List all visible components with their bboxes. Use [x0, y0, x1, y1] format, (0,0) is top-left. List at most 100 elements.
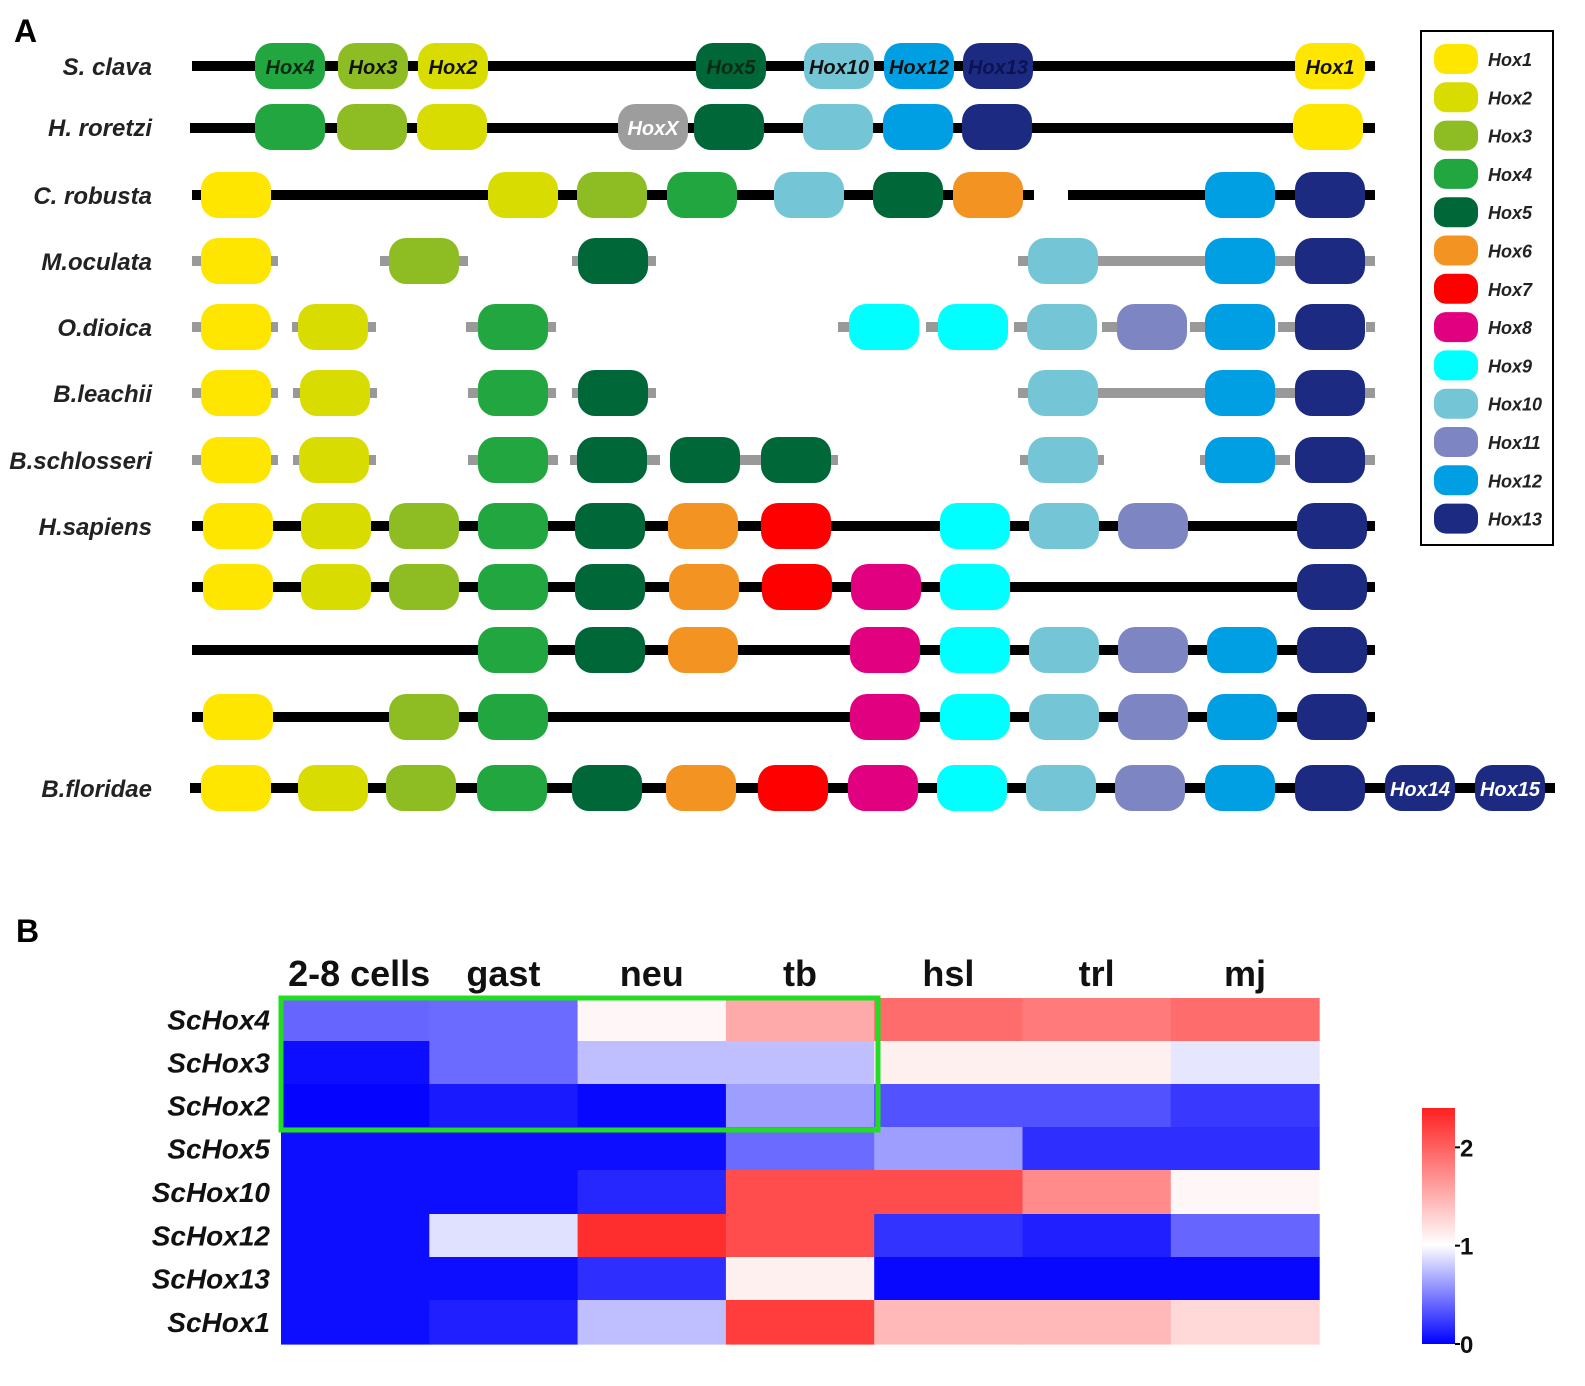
heatmap-cell: [577, 998, 727, 1042]
gene-box-hox3: [337, 104, 407, 150]
heatmap-cell: [429, 1127, 579, 1171]
heatmap-cell: [281, 1127, 430, 1171]
legend-label: Hox12: [1488, 471, 1542, 491]
gene-box-hox1: [201, 437, 271, 483]
gene-box-hox4: [478, 564, 548, 610]
gene-box-hox5: [578, 238, 648, 284]
heatmap-cell: [725, 1041, 875, 1085]
colorbar-tick-label: 2: [1460, 1135, 1473, 1162]
legend: Hox1 Hox2 Hox3 Hox4 Hox5 Hox6 Hox7 Hox8 Hox9 Hox1…: [1434, 44, 1542, 534]
heatmap-cell: [725, 1170, 875, 1215]
gene-box-label: Hox13: [968, 57, 1028, 79]
gene-box-hox13: [1295, 765, 1365, 811]
gene-box-hox13: [1295, 370, 1365, 416]
heatmap-cell: [1022, 1257, 1172, 1301]
gene-box-hox3: [389, 238, 459, 284]
gene-box-hox3: [389, 564, 459, 610]
gene-box-hox7: [762, 564, 832, 610]
heatmap-cell: [577, 1084, 727, 1128]
heatmap-cell: [577, 1300, 727, 1345]
heatmap-cell: [429, 1300, 579, 1345]
heatmap-row-label: ScHox3: [167, 1048, 270, 1079]
gene-box-label: Hox14: [1390, 779, 1450, 801]
gene-box-hox10: [803, 104, 873, 150]
gene-box-label: Hox3: [349, 57, 398, 79]
heatmap-cell: [429, 1084, 579, 1128]
gene-box-hox13: [1297, 627, 1367, 673]
legend-swatch-hox6: [1434, 235, 1478, 266]
gene-box-hox13: [1385, 765, 1455, 811]
gene-box-label: Hox1: [1306, 57, 1355, 79]
gene-box-hox5: [575, 627, 645, 673]
gene-box-hox4: [478, 437, 548, 483]
heatmap-row-label: ScHox5: [167, 1134, 270, 1165]
legend-swatch-hox4: [1434, 158, 1478, 189]
gene-box-hox4: [477, 765, 547, 811]
gene-box-hox9: [940, 694, 1010, 740]
heatmap-cell: [1170, 1214, 1320, 1258]
gene-box-hox2: [418, 43, 488, 89]
gene-box-hox1: [201, 172, 271, 218]
heatmap-cell: [281, 1041, 430, 1085]
heatmap-cell: [429, 1214, 579, 1258]
gene-box-hox2: [299, 437, 369, 483]
gene-boxes: Hox4 Hox3 Hox2 Hox5 Hox10 Hox12 Hox13 Hox1 HoxX H…: [201, 43, 1545, 811]
heatmap: [281, 998, 1320, 1345]
legend-swatch-hox2: [1434, 82, 1478, 113]
gene-box-hox12: [1205, 172, 1275, 218]
legend-swatch-hox8: [1434, 312, 1478, 343]
gene-box-hox8: [850, 694, 920, 740]
legend-label: Hox1: [1488, 50, 1532, 70]
species-label: H. roretzi: [48, 115, 153, 142]
panel-label-a: A: [14, 13, 37, 49]
gene-box-hox9: [849, 304, 919, 350]
heatmap-column-label: 2-8 cells: [288, 953, 430, 994]
gene-box-hox3: [389, 503, 459, 549]
heatmap-cell: [874, 1170, 1024, 1215]
heatmap-cell: [281, 998, 430, 1042]
legend-label: Hox2: [1488, 88, 1532, 108]
gene-box-hox13: [963, 43, 1033, 89]
heatmap-cell: [1170, 1170, 1320, 1215]
heatmap-cell: [577, 1127, 727, 1171]
gene-box-hox8: [850, 627, 920, 673]
species-label: M.oculata: [41, 249, 152, 276]
gene-box-hox5: [578, 370, 648, 416]
gene-box-hox10: [1028, 437, 1098, 483]
gene-box-hox4: [478, 370, 548, 416]
heatmap-row-label: ScHox1: [167, 1307, 270, 1338]
heatmap-cell: [1170, 1084, 1320, 1128]
gene-box-hox13: [962, 104, 1032, 150]
heatmap-cell: [1022, 1300, 1172, 1345]
heatmap-column-labels: 2-8 cells gast neu tb hsl trl mj: [288, 953, 1266, 994]
gene-box-hox7: [758, 765, 828, 811]
heatmap-cell: [429, 1257, 579, 1301]
gene-box-hox10: [804, 43, 874, 89]
gene-box-hox10: [1029, 627, 1099, 673]
gene-box-label: Hox10: [809, 57, 869, 79]
heatmap-column-label: trl: [1079, 953, 1115, 994]
gene-box-hox11: [1118, 627, 1188, 673]
gene-box-hox12: [1207, 627, 1277, 673]
legend-swatch-hox1: [1434, 44, 1478, 74]
gene-box-hox4: [478, 304, 548, 350]
species-label: O.dioica: [57, 315, 152, 342]
gene-box-hox5: [572, 765, 642, 811]
heatmap-cell: [429, 998, 579, 1042]
gene-box-hox5: [577, 437, 647, 483]
legend-label: Hox5: [1488, 203, 1533, 223]
heatmap-cell: [874, 1300, 1024, 1345]
gene-box-hox1: [201, 765, 271, 811]
heatmap-cell: [577, 1170, 727, 1215]
heatmap-row-label: ScHox10: [152, 1177, 271, 1208]
heatmap-cell: [281, 1257, 430, 1301]
gene-box-hox1: [203, 564, 273, 610]
gene-box-hox12: [1205, 370, 1275, 416]
gene-box-hox3: [386, 765, 456, 811]
species-labels: S. clava H. roretzi C. robusta M.oculata O.d…: [9, 54, 153, 803]
heatmap-row-label: ScHox2: [167, 1091, 270, 1122]
gene-box-hox13: [1475, 765, 1545, 811]
gene-box-hox3: [338, 43, 408, 89]
heatmap-cell: [1022, 1214, 1172, 1258]
